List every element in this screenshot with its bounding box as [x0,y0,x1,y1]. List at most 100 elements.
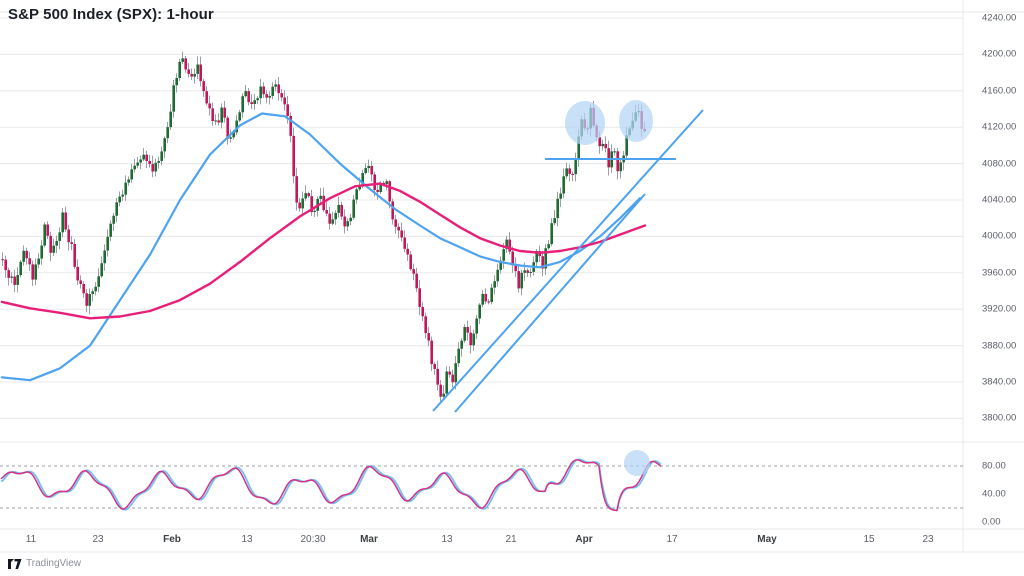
candle-body [13,276,16,285]
candle-body [232,132,235,138]
candle-body [181,58,184,62]
candle-body [361,173,364,186]
candle-body [619,162,622,172]
candle-body [484,293,487,302]
candle-body [544,248,547,269]
candle-body [607,148,610,168]
candle-body [433,364,436,369]
candle-body [277,84,280,94]
time-axis-tick: 15 [863,534,875,545]
first-peak-highlight[interactable] [565,101,605,145]
candle-body [34,264,37,280]
candle-body [448,371,451,375]
rsi-axis-tick: 40.00 [982,488,1006,500]
candle-body [571,173,574,175]
candle-body [145,154,148,161]
price-axis-tick: 4200.00 [982,48,1017,60]
candle-body [136,162,139,166]
candle-body [97,276,100,287]
price-axis-tick: 3960.00 [982,267,1017,279]
candle-body [382,182,385,185]
candle-body [415,273,418,289]
candle-body [508,239,511,252]
candle-body [568,168,571,174]
candle-body [379,182,382,192]
candle-body [493,281,496,288]
candle-body [442,393,445,397]
candle-body [262,86,265,95]
candle-body [310,196,313,213]
candle-body [118,196,121,203]
candle-body [130,169,133,180]
candle-body [352,199,355,218]
candle-body [289,115,292,136]
price-axis-tick: 4080.00 [982,158,1017,170]
candle-body [166,127,169,139]
candle-body [355,189,358,200]
price-axis-tick: 3800.00 [982,412,1017,424]
candle-body [487,301,490,303]
candle-body [313,210,316,213]
candle-body [190,73,193,77]
candle-body [502,249,505,261]
candle-body [268,95,271,98]
candle-body [70,242,73,245]
candle-body [235,120,238,133]
candle-body [457,348,460,364]
candle-body [346,221,349,227]
candle-body [394,219,397,227]
candle-body [604,143,607,149]
candle-body [217,120,220,123]
candle-body [517,271,520,289]
candle-body [439,384,442,397]
candle-body [37,258,40,265]
candle-body [304,193,307,199]
candle-body [139,159,142,163]
candle-body [553,218,556,224]
candle-body [325,210,328,214]
rsi-divergence-highlight[interactable] [624,450,650,476]
candle-body [424,316,427,334]
candle-body [520,272,523,289]
candle-body [43,224,46,246]
candle-body [574,159,577,175]
candle-body [391,201,394,220]
candle-body [178,61,181,79]
candle-body [127,179,130,183]
candle-body [334,212,337,220]
price-axis-tick: 4000.00 [982,230,1017,242]
secondary-ascending-trendline[interactable] [454,193,646,413]
candle-body [295,176,298,203]
candle-body [301,198,304,209]
second-peak-highlight[interactable] [619,100,653,142]
rsi-slow-line [0,459,662,512]
candle-body [148,160,151,165]
price-axis-tick: 4160.00 [982,85,1017,97]
candle-body [169,111,172,128]
candle-body [49,235,52,253]
candle-body [367,165,370,169]
price-axis-tick: 3880.00 [982,340,1017,352]
candle-body [91,291,94,295]
rsi-axis-tick: 80.00 [982,460,1006,472]
candle-body [109,223,112,237]
price-gridlines [0,17,963,419]
candle-body [472,333,475,346]
candle-body [526,270,529,273]
candle-body [370,165,373,175]
candle-body [535,251,538,263]
candle-body [85,293,88,306]
primary-ascending-trendline[interactable] [432,109,704,412]
candle-body [565,168,568,177]
candle-body [28,258,31,265]
time-axis-tick: Mar [360,534,378,545]
candle-body [112,215,115,224]
candle-body [481,293,484,305]
candle-body [373,174,376,190]
price-axis-tick: 4240.00 [982,12,1017,24]
tradingview-watermark: TradingView [8,558,81,569]
candle-body [223,107,226,118]
